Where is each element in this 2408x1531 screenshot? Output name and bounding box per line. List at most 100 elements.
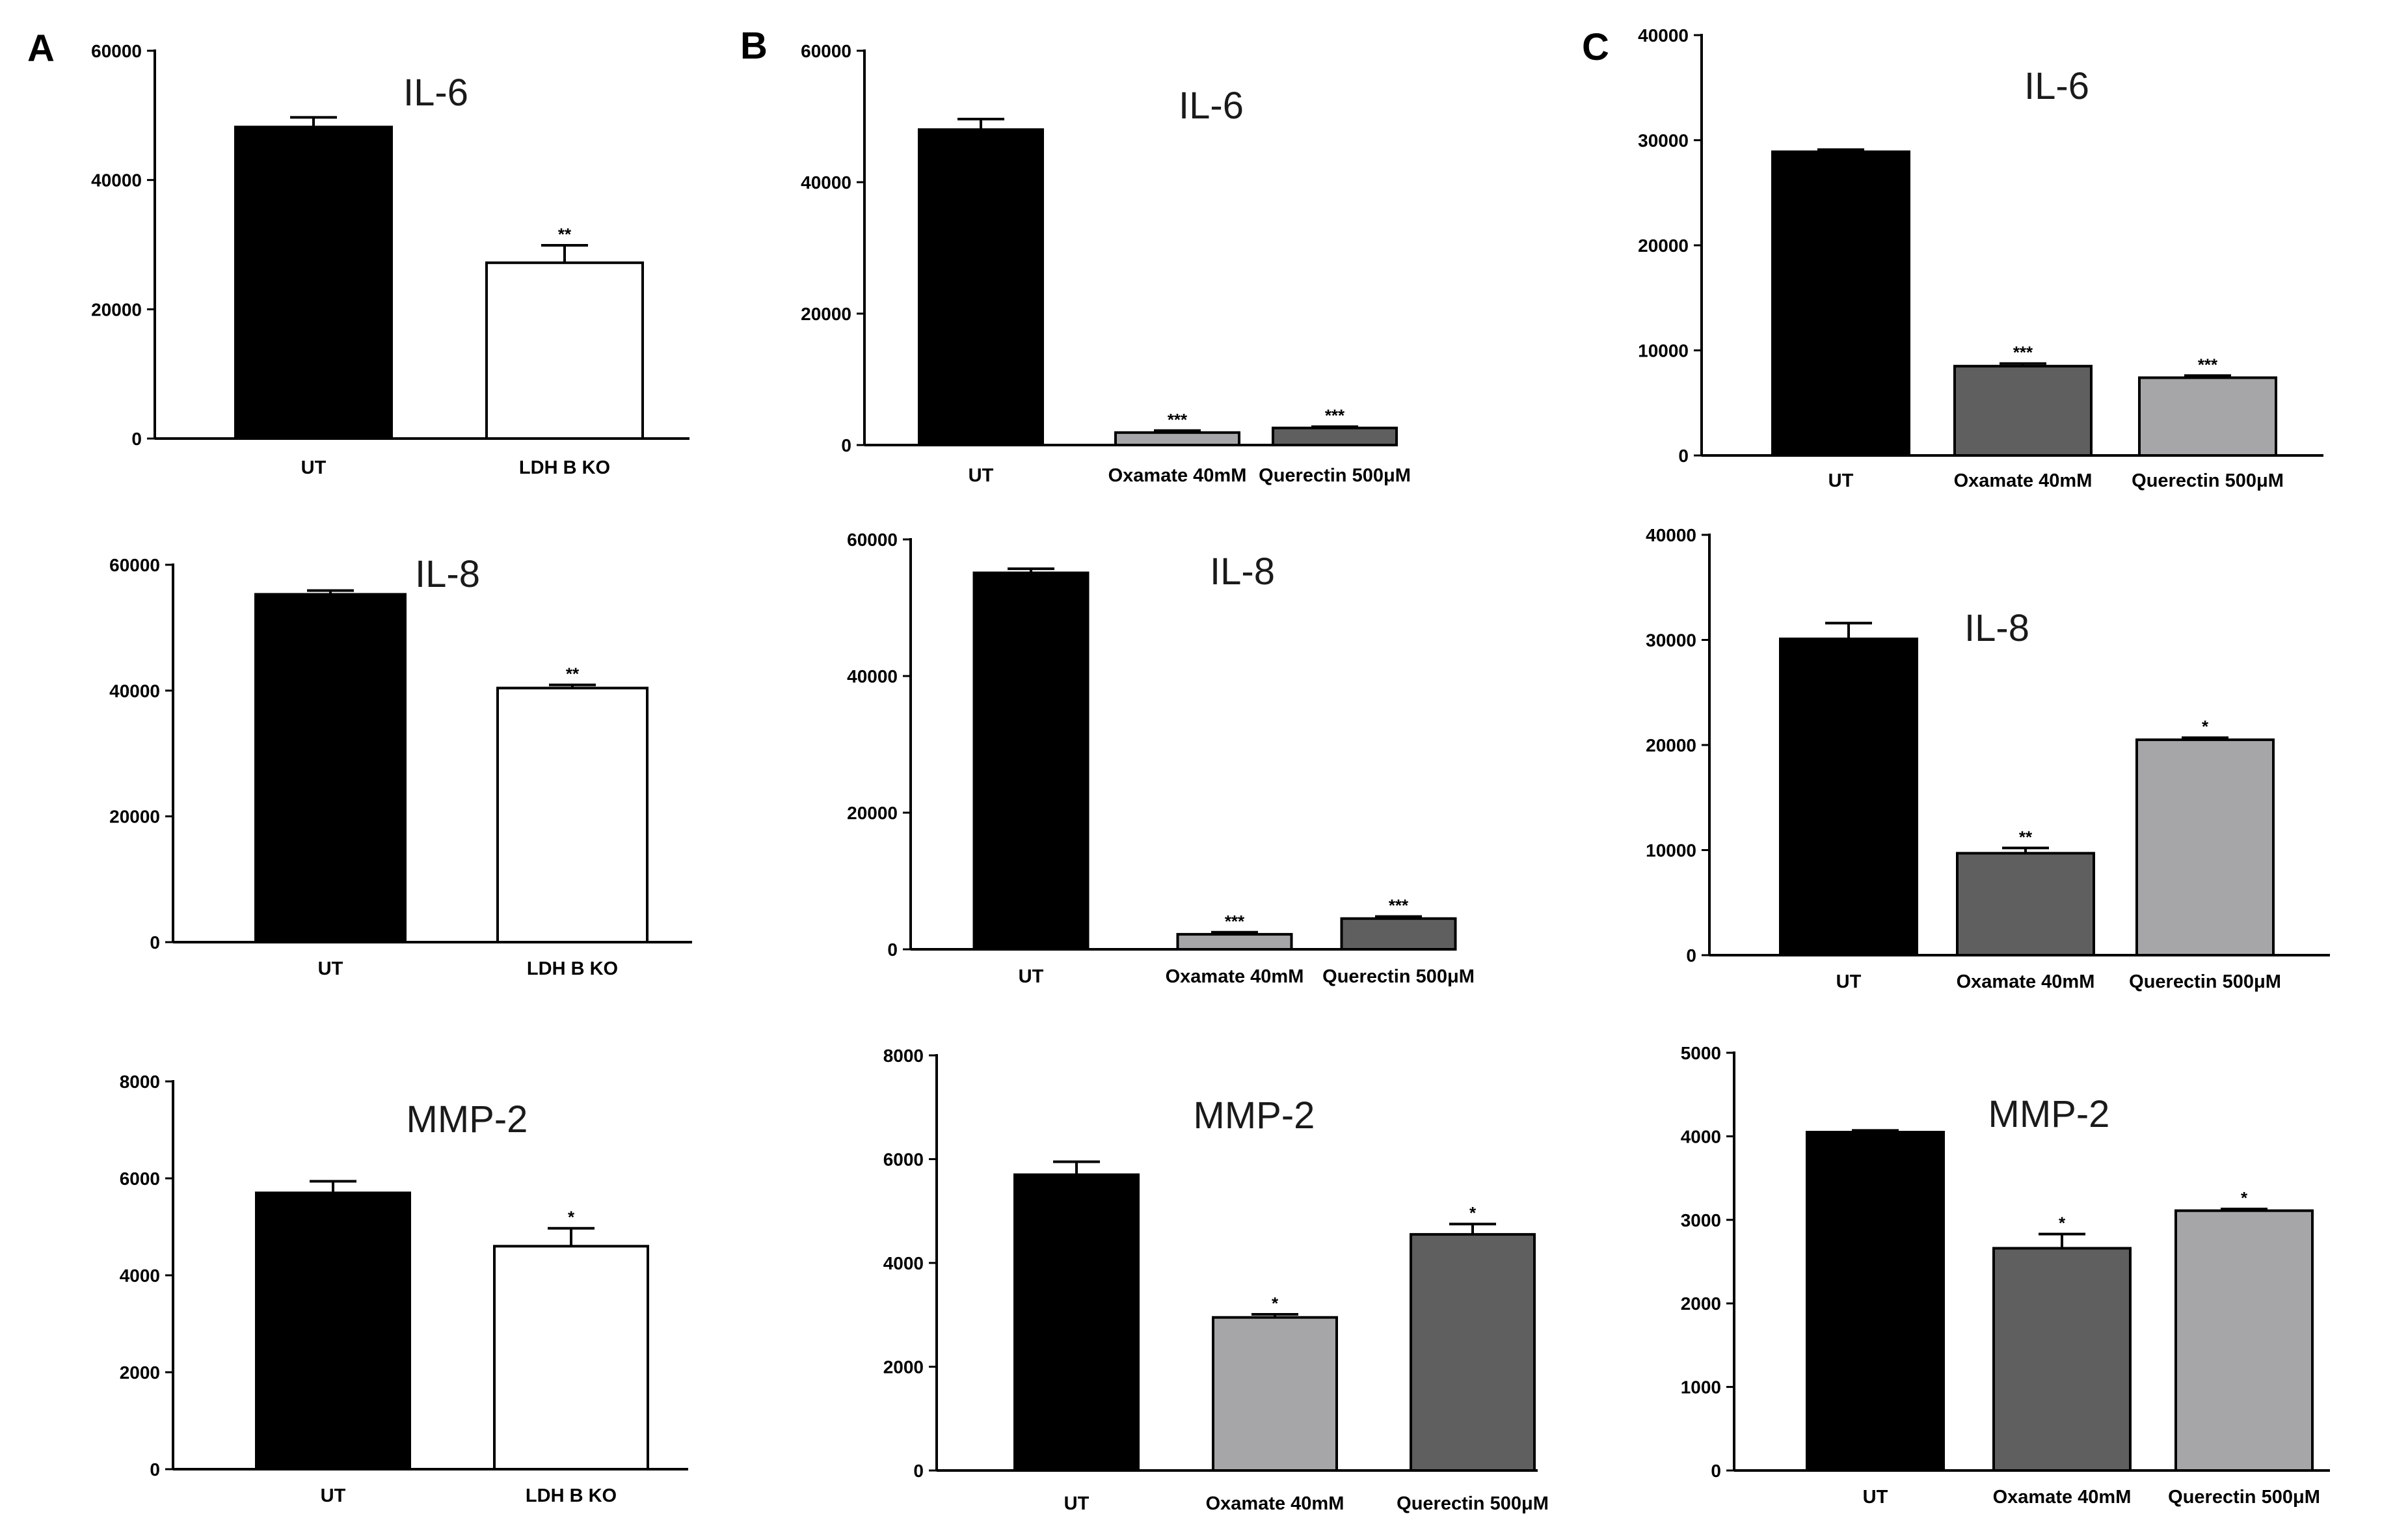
significance-mark: ** (566, 664, 580, 684)
significance-mark: * (2241, 1188, 2248, 1208)
category-label: Querectin 500μM (1259, 465, 1411, 486)
chart-title: IL-8 (415, 553, 480, 595)
bar-treatment-2 (2174, 1209, 2314, 1472)
category-label: Querectin 500μM (2168, 1487, 2320, 1508)
y-tick-label: 0 (1711, 1461, 1721, 1481)
error-bar (1375, 915, 1422, 919)
bar-ut (255, 1191, 411, 1470)
bar-treatment-1 (1953, 364, 2093, 457)
bar-ut (1806, 1130, 1945, 1472)
y-tick-label: 40000 (1638, 25, 1689, 46)
chart-b-il-8: 0 20000 40000 60000 UT *** Oxamate 40mM *** Quer… (847, 530, 1475, 987)
y-tick-label: 30000 (1638, 131, 1689, 151)
y-tick-label: 3000 (1681, 1210, 1721, 1230)
error-bar (1154, 429, 1201, 433)
y-tick-label: 2000 (1681, 1294, 1721, 1314)
category-label: UT (1019, 966, 1044, 987)
bar-ut (1771, 150, 1910, 457)
error-bar (1211, 930, 1258, 934)
significance-mark: * (568, 1208, 575, 1227)
y-tick-label: 60000 (91, 41, 142, 61)
y-tick-label: 60000 (801, 41, 851, 61)
y-tick-label: 2000 (883, 1357, 924, 1377)
category-label: Querectin 500μM (1322, 966, 1475, 987)
significance-mark: * (1272, 1294, 1279, 1313)
y-tick-label: 20000 (1638, 236, 1689, 256)
y-tick-label: 40000 (109, 681, 160, 701)
error-bar (1449, 1223, 1496, 1235)
bar-ut (972, 571, 1090, 951)
bar-treatment-1 (496, 686, 649, 943)
y-tick-label: 2000 (120, 1362, 160, 1383)
significance-mark: * (2059, 1213, 2066, 1233)
bar-treatment-1 (1114, 431, 1240, 446)
category-label: UT (318, 958, 343, 979)
bar-treatment-1 (1176, 932, 1293, 951)
significance-mark: *** (1389, 896, 1409, 915)
significance-mark: * (1469, 1203, 1477, 1223)
y-tick-label: 0 (887, 940, 898, 960)
y-tick-label: 0 (1686, 945, 1696, 966)
error-bar (549, 683, 596, 688)
chart-title: MMP-2 (407, 1098, 528, 1141)
category-label: UT (1064, 1493, 1090, 1514)
bar-treatment-2 (2138, 376, 2277, 457)
error-bar (2002, 847, 2049, 854)
category-label: Oxamate 40mM (1206, 1493, 1344, 1514)
bar-ut (254, 593, 407, 943)
error-bar (957, 118, 1004, 130)
chart-title: IL-6 (403, 72, 468, 114)
bar-ut (234, 126, 393, 440)
bar-treatment-2 (1272, 426, 1398, 446)
bar-treatment-1 (1212, 1316, 1338, 1472)
bar-ut (1013, 1173, 1140, 1472)
y-tick-label: 8000 (120, 1072, 160, 1092)
chart-title: MMP-2 (1194, 1094, 1315, 1137)
y-tick-label: 20000 (91, 299, 142, 319)
y-tick-label: 4000 (883, 1253, 924, 1273)
y-tick-label: 40000 (847, 666, 898, 686)
category-label: UT (321, 1485, 346, 1506)
y-tick-label: 40000 (801, 172, 851, 193)
y-tick-label: 20000 (1646, 735, 1696, 755)
significance-mark: *** (1225, 912, 1245, 931)
error-bar (1251, 1312, 1298, 1318)
category-label: UT (1863, 1487, 1888, 1508)
error-bar (1008, 567, 1054, 573)
error-bar (2184, 374, 2231, 378)
y-tick-label: 1000 (1681, 1377, 1721, 1398)
y-tick-label: 4000 (1681, 1126, 1721, 1146)
bar-treatment-2 (2135, 738, 2275, 957)
bar-treatment-1 (1956, 852, 2095, 956)
chart-title: IL-6 (2024, 65, 2089, 107)
chart-b-il-6: 0 20000 40000 60000 UT *** Oxamate 40mM *** Quer… (801, 41, 1411, 486)
significance-mark: *** (1325, 406, 1345, 426)
y-tick-label: 40000 (91, 170, 142, 191)
y-tick-label: 0 (131, 429, 142, 449)
significance-mark: *** (1168, 410, 1188, 429)
bar-ut (1779, 637, 1918, 956)
category-label: UT (301, 457, 327, 478)
category-label: LDH B KO (526, 1485, 617, 1506)
error-bar (1852, 1129, 1899, 1132)
error-bar (2000, 362, 2046, 366)
chart-a-il-6: 0 20000 40000 60000 UT ** LDH B KO IL-6 (91, 41, 689, 478)
panel-label-b: B (740, 25, 768, 67)
chart-a-il-8: 0 20000 40000 60000 UT ** LDH B KO IL-8 (109, 553, 692, 979)
y-tick-label: 6000 (883, 1150, 924, 1170)
chart-title: IL-8 (1210, 550, 1275, 593)
chart-c-mmp-2: 0 1000 2000 3000 4000 5000 UT * Oxamate 40mM * Que… (1681, 1043, 2330, 1508)
error-bar (2039, 1232, 2085, 1249)
error-bar (548, 1226, 595, 1247)
error-bar (2182, 736, 2228, 740)
y-tick-label: 0 (150, 932, 160, 953)
bar-ut (918, 128, 1044, 446)
y-tick-label: 40000 (1646, 525, 1696, 545)
significance-mark: *** (2198, 355, 2218, 374)
bar-treatment-2 (1340, 917, 1457, 951)
y-tick-label: 60000 (109, 555, 160, 575)
y-tick-label: 30000 (1646, 630, 1696, 651)
y-tick-label: 20000 (847, 803, 898, 823)
